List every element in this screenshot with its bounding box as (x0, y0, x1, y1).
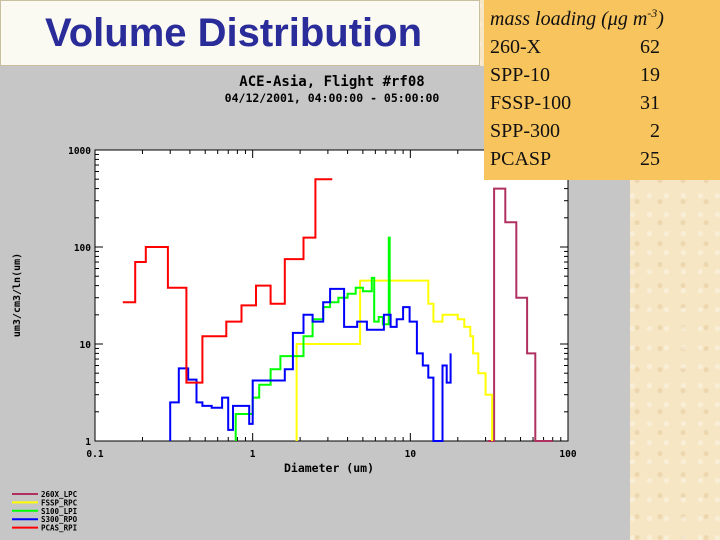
mass-row-pcasp: PCASP 25 (490, 148, 660, 174)
x-axis-label: Diameter (um) (284, 461, 374, 475)
mass-row-value: 62 (640, 36, 660, 58)
mass-row-260x: 260-X 62 (490, 36, 660, 62)
x-tick-label: 0.1 (86, 449, 103, 460)
mass-row-name: SPP-300 (490, 120, 561, 142)
series-line-pcas_rpi (122, 178, 333, 384)
mass-title-unit: g m (617, 8, 648, 30)
x-tick-label: 1 (250, 449, 256, 460)
volume-distribution-chart: ACE-Asia, Flight #rf08 04/12/2001, 04:00… (12, 74, 577, 533)
mass-title-prefix: mass loading ( (490, 8, 608, 30)
mass-row-value: 2 (650, 120, 660, 142)
legend-label: 260X_LPC (41, 490, 77, 499)
plot-area (94, 149, 569, 442)
x-tick-label: 10 (405, 449, 417, 460)
mass-row-name: SPP-10 (490, 64, 551, 86)
legend-label: S300_RPO (41, 515, 78, 524)
legend-label: S100_LPI (41, 507, 77, 516)
series-line-260x_lpc (487, 187, 553, 442)
mass-title-exponent: -3 (647, 6, 658, 20)
y-axis-label: um3/cm3/ln(um) (12, 253, 23, 337)
mass-row-value: 19 (640, 64, 660, 86)
series-layer (122, 178, 553, 442)
mass-row-value: 25 (640, 148, 660, 170)
x-tick-label: 100 (559, 449, 576, 460)
series-line-s300_rpo (169, 287, 452, 442)
y-tick-label: 10 (80, 340, 92, 351)
mass-row-name: PCASP (490, 148, 552, 170)
y-tick-label: 1 (85, 437, 91, 448)
y-tick-label: 100 (74, 243, 91, 254)
series-line-fssp_rpc (295, 279, 494, 441)
mass-loading-table: mass loading (μg m-3) 260-X 62 SPP-10 19… (484, 0, 720, 180)
y-tick-label: 1000 (68, 146, 91, 157)
mass-row-spp10: SPP-10 19 (490, 64, 660, 90)
slide-title-box: Volume Distribution (0, 0, 480, 66)
chart-title: ACE-Asia, Flight #rf08 (239, 74, 424, 90)
mass-title-suffix: ) (657, 8, 664, 30)
legend-label: PCAS_RPI (41, 524, 77, 533)
mass-title-mu: μ (607, 8, 618, 30)
chart-subtitle: 04/12/2001, 04:00:00 - 05:00:00 (225, 91, 440, 105)
mass-row-name: 260-X (490, 36, 542, 58)
mass-loading-title: mass loading (μg m-3) (490, 6, 664, 31)
mass-row-fssp100: FSSP-100 31 (490, 92, 660, 118)
mass-row-name: FSSP-100 (490, 92, 572, 114)
mass-row-spp300: SPP-300 2 (490, 120, 660, 146)
mass-row-value: 31 (640, 92, 660, 114)
slide-title: Volume Distribution (45, 11, 423, 55)
legend-label: FSSP_RPC (41, 498, 77, 507)
